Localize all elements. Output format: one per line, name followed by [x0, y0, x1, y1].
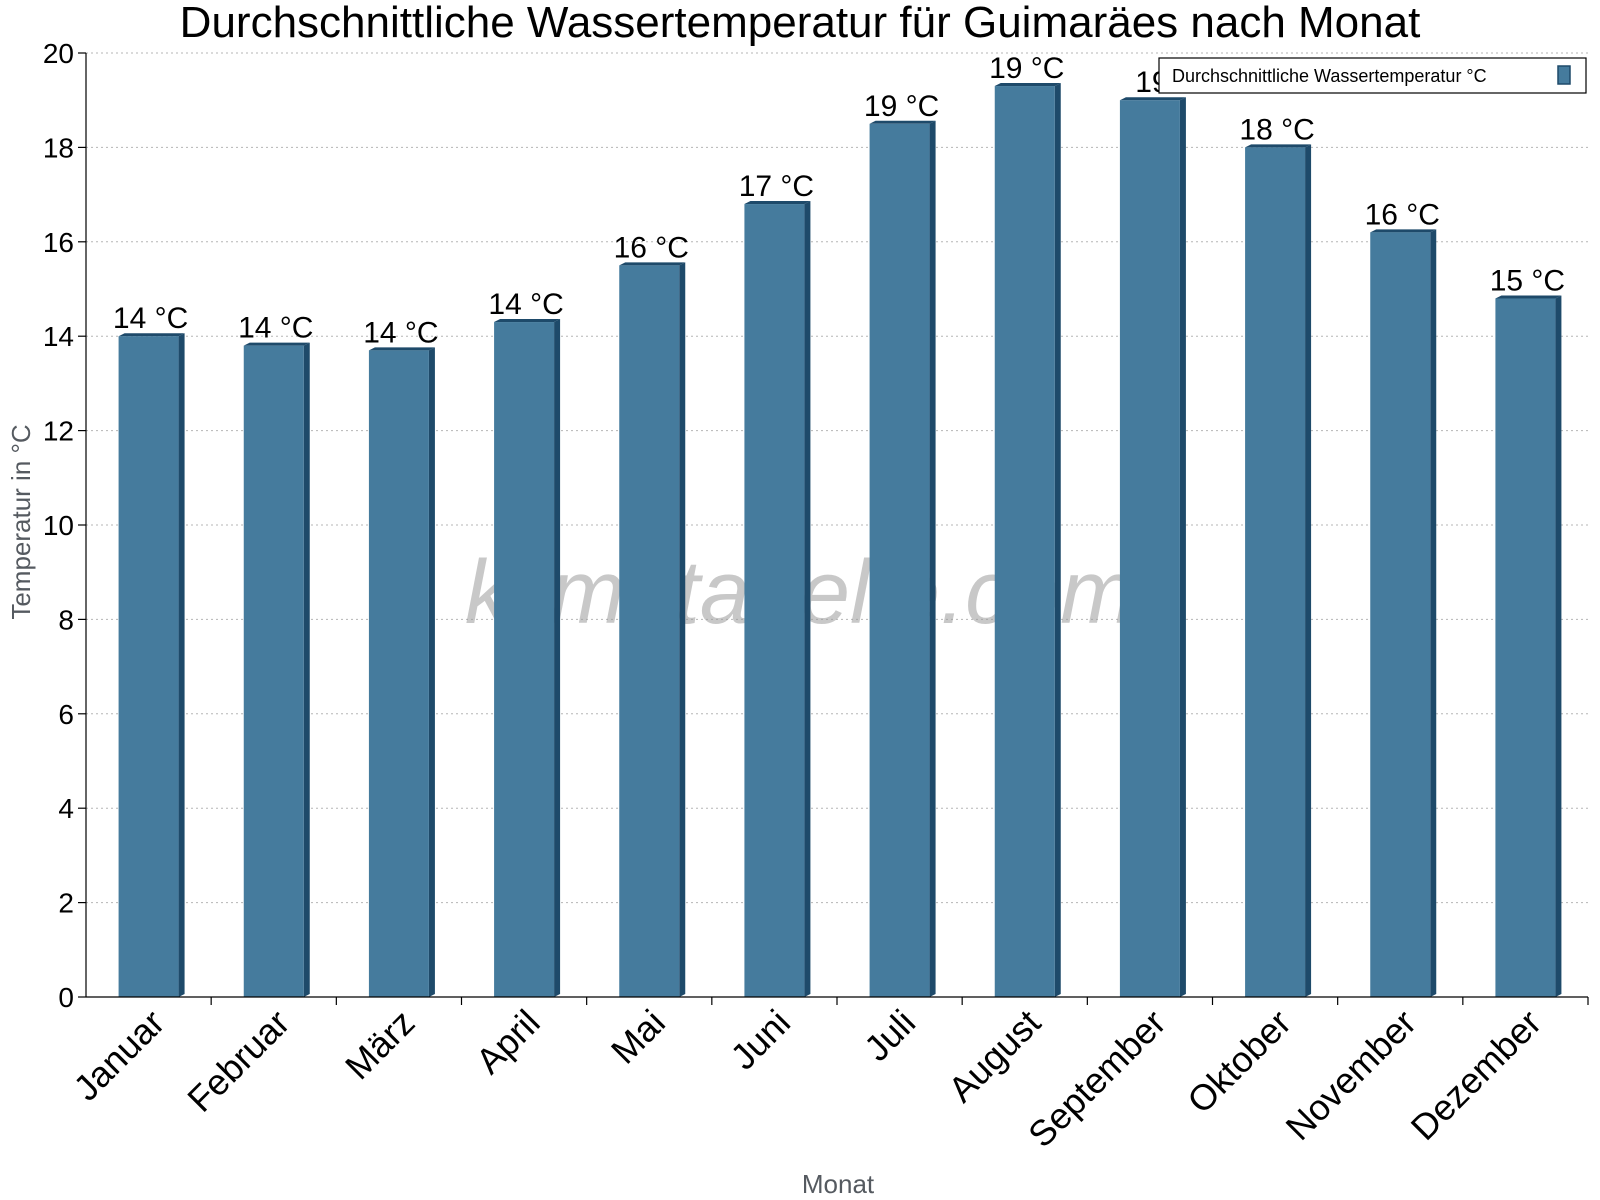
- x-tick-label: Dezember: [1403, 1002, 1549, 1148]
- data-label: 16 °C: [1365, 198, 1440, 231]
- bar-top: [368, 347, 435, 351]
- x-tick-label: September: [1020, 1002, 1174, 1156]
- data-label: 14 °C: [363, 316, 438, 349]
- bar-side: [1054, 83, 1061, 998]
- bar: [1245, 147, 1306, 997]
- bar-side: [178, 333, 185, 997]
- data-labels: 14 °C 14 °C 14 °C 14 °C 16 °C 17 °C 19 °C 19 °C…: [113, 52, 1565, 349]
- bar: [1495, 298, 1556, 997]
- y-tick-label: 16: [43, 227, 74, 258]
- data-label: 18 °C: [1239, 113, 1314, 146]
- x-tick-label: Januar: [65, 1002, 172, 1109]
- bar: [994, 86, 1055, 998]
- bar-side: [1305, 144, 1312, 997]
- bar-side: [303, 342, 310, 997]
- chart-title: Durchschnittliche Wassertemperatur für G…: [180, 0, 1421, 47]
- x-tick-label: November: [1277, 1002, 1423, 1148]
- bar-side: [428, 347, 435, 997]
- bar: [869, 123, 930, 998]
- data-label: 19 °C: [864, 90, 939, 123]
- data-label: 14 °C: [488, 288, 563, 321]
- data-label: 15 °C: [1490, 264, 1565, 297]
- x-tick-label: August: [940, 1002, 1048, 1110]
- y-tick-label: 12: [43, 416, 74, 447]
- data-label: 14 °C: [113, 302, 188, 335]
- bar-side: [1555, 295, 1562, 997]
- y-tick-label: 10: [43, 510, 74, 541]
- bar-top: [243, 342, 310, 346]
- bar: [494, 322, 555, 997]
- bars: [118, 83, 1562, 998]
- data-label: 17 °C: [739, 170, 814, 203]
- bar: [744, 204, 805, 998]
- bar: [1119, 100, 1180, 997]
- grid: [86, 52, 1588, 904]
- x-tick-label: Mai: [603, 1002, 673, 1072]
- bar-side: [554, 319, 561, 997]
- bar-side: [679, 262, 686, 997]
- bar: [619, 265, 680, 997]
- y-tick-label: 4: [58, 793, 74, 824]
- bar-top: [118, 333, 185, 337]
- x-tick-label: März: [337, 1002, 423, 1088]
- x-tick-label: April: [468, 1002, 548, 1082]
- y-tick-label: 14: [43, 321, 74, 352]
- legend-swatch: [1557, 65, 1571, 85]
- x-tick-label: Februar: [179, 1002, 297, 1120]
- bar-top: [994, 83, 1061, 87]
- bar-side: [804, 201, 811, 998]
- y-tick-label: 2: [58, 888, 74, 919]
- x-tick-label: Juni: [722, 1002, 798, 1078]
- y-tick-label: 18: [43, 132, 74, 163]
- bar-side: [1179, 97, 1186, 997]
- bar-top: [869, 120, 936, 124]
- legend: Durchschnittliche Wassertemperatur °C: [1158, 57, 1587, 94]
- y-tick-label: 6: [58, 699, 74, 730]
- bar: [118, 336, 179, 997]
- bar-top: [619, 262, 686, 266]
- bar-top: [1495, 295, 1562, 299]
- y-tick-label: 8: [58, 604, 74, 635]
- data-label: 16 °C: [614, 231, 689, 264]
- y-tick-label: 20: [43, 38, 74, 69]
- legend-label: Durchschnittliche Wassertemperatur °C: [1172, 66, 1487, 86]
- legend-box: [1158, 57, 1587, 94]
- bar-top: [1119, 97, 1186, 101]
- bar-top: [1370, 229, 1437, 233]
- bar-side: [1430, 229, 1437, 998]
- bar-side: [929, 120, 936, 998]
- bar: [1370, 232, 1431, 998]
- x-tick-label: Juli: [856, 1002, 923, 1069]
- data-label: 14 °C: [238, 312, 313, 345]
- y-axis-label: Temperatur in °C: [6, 424, 36, 619]
- data-label: 19 °C: [989, 52, 1064, 85]
- bar: [368, 350, 429, 997]
- x-axis-label: Monat: [802, 1169, 875, 1199]
- bar-top: [1245, 144, 1312, 148]
- bar-top: [744, 201, 811, 205]
- bar: [243, 345, 304, 997]
- bar-top: [494, 319, 561, 323]
- y-tick-label: 0: [58, 982, 74, 1013]
- x-tick-label: Oktober: [1179, 1002, 1299, 1122]
